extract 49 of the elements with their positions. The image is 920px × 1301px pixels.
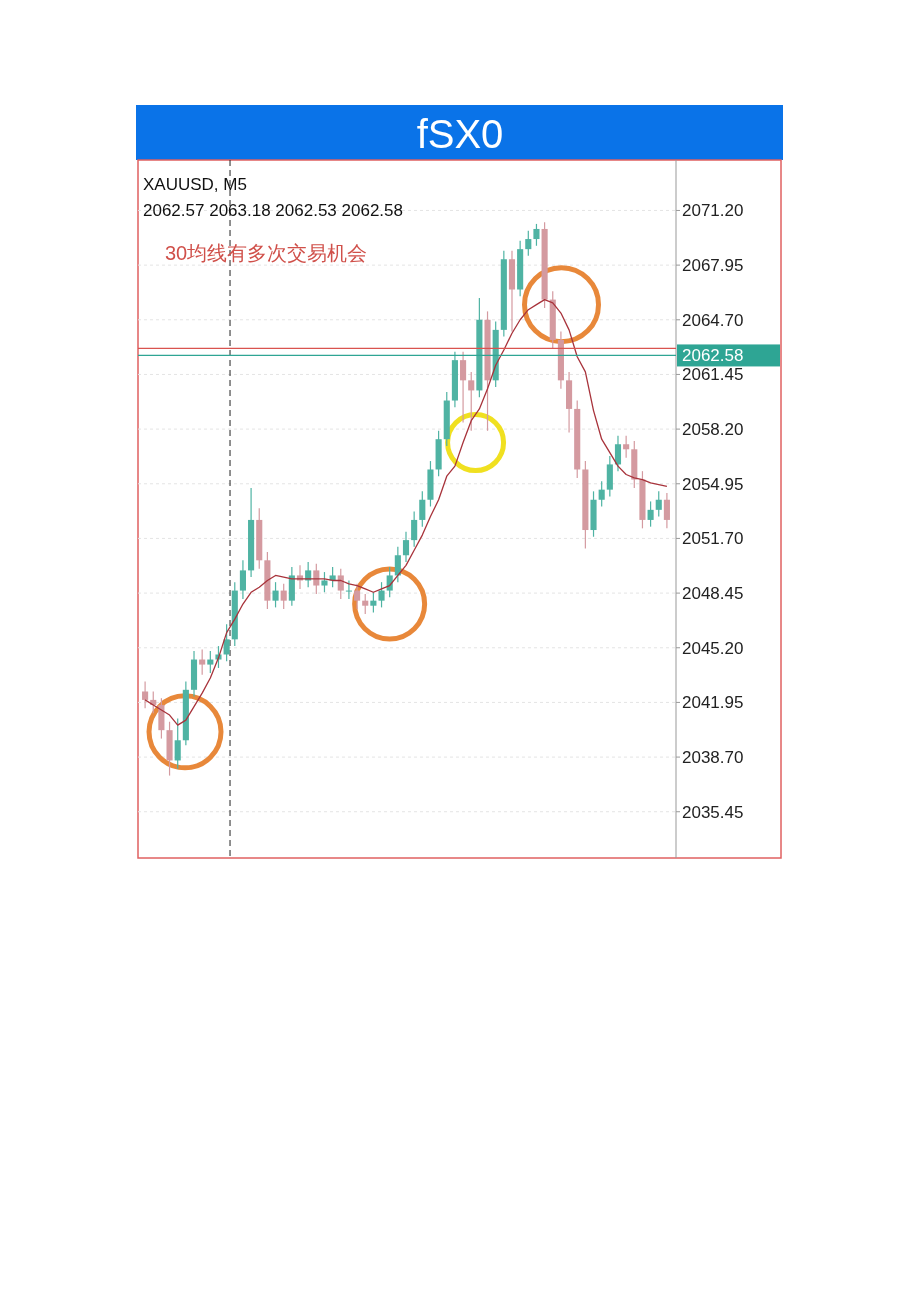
y-tick-label: 2041.95 — [682, 693, 744, 713]
annotation: 2062.57 2063.18 2062.53 2062.58 — [143, 201, 403, 220]
y-tick-label: 2054.95 — [682, 474, 744, 494]
line-series — [144, 298, 668, 726]
candlestick — [663, 492, 670, 529]
y-tick-label: 2045.20 — [682, 638, 744, 658]
candlestick — [647, 500, 654, 528]
y-tick-label: 2058.20 — [682, 420, 744, 440]
y-tick-label: 2048.45 — [682, 584, 744, 604]
candlestick — [362, 593, 369, 615]
y-tick-label: 2051.70 — [682, 529, 744, 549]
y-tick-label: 2067.95 — [682, 256, 744, 276]
candlestick — [402, 531, 410, 563]
candlestick — [460, 351, 467, 423]
y-tick-label: 2035.45 — [682, 802, 744, 822]
y-tick-label: 2064.70 — [682, 310, 744, 330]
candlestick — [207, 650, 214, 674]
candlestick — [313, 563, 320, 595]
y-tick-label: 2071.20 — [682, 201, 744, 221]
candlestick — [623, 435, 630, 459]
candlestick — [174, 717, 181, 770]
annotation: XAUUSD, M5 — [143, 175, 247, 194]
candlestick — [655, 490, 662, 518]
y-tick-label: 2061.45 — [682, 365, 744, 385]
candlestick — [239, 559, 246, 600]
candlestick — [354, 583, 361, 610]
candlestick — [468, 371, 475, 432]
candlestick — [614, 435, 622, 472]
candlestick — [337, 568, 344, 600]
candlestick — [142, 680, 149, 709]
chart-title: fSX0 — [416, 112, 504, 156]
candlestick — [370, 591, 377, 614]
candlestick — [533, 223, 540, 247]
candlestick — [223, 623, 230, 662]
candlestick — [280, 583, 287, 610]
annotation: 30均线有多次交易机会 — [165, 242, 368, 264]
candlestick — [411, 510, 418, 548]
candlestick — [199, 648, 206, 676]
candlestick — [598, 480, 605, 508]
candlestick — [386, 566, 393, 598]
candlestick — [394, 546, 401, 583]
ref-line-label: 2062.58 — [682, 346, 744, 366]
candlestick — [345, 579, 352, 600]
candlestick — [378, 581, 385, 608]
candlestick — [321, 571, 328, 593]
candlestick — [272, 581, 279, 608]
candlestick — [419, 490, 426, 528]
candlestick — [525, 230, 532, 257]
y-tick-label: 2038.70 — [682, 748, 744, 768]
